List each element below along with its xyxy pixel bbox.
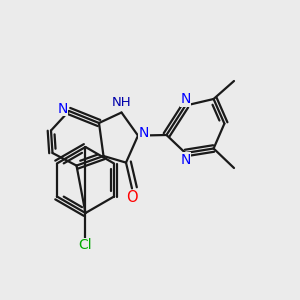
Text: N: N [180,92,190,106]
Text: Cl: Cl [79,238,92,252]
Text: O: O [126,190,138,206]
Text: N: N [57,102,68,116]
Text: N: N [139,126,149,140]
Text: N: N [180,153,190,166]
Text: NH: NH [112,96,131,109]
